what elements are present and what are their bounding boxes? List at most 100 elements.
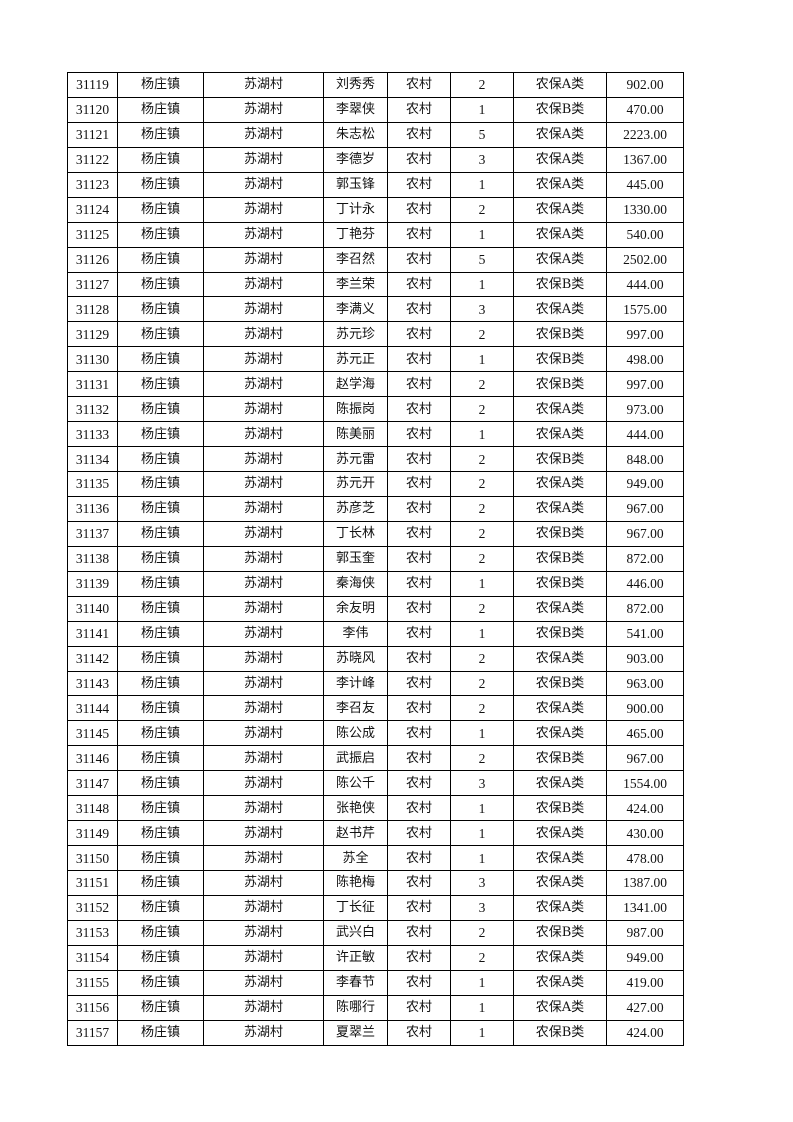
town-cell: 杨庄镇 bbox=[117, 371, 204, 398]
village-cell: 苏湖村 bbox=[203, 221, 324, 248]
amount-cell: 973.00 bbox=[606, 396, 684, 423]
type-cell: 农村 bbox=[387, 969, 451, 996]
category-cell: 农保A类 bbox=[513, 296, 607, 323]
amount-cell: 949.00 bbox=[606, 944, 684, 971]
name-cell: 陈哪行 bbox=[323, 994, 388, 1021]
town-cell: 杨庄镇 bbox=[117, 770, 204, 797]
id-cell: 31149 bbox=[67, 820, 118, 847]
village-cell: 苏湖村 bbox=[203, 919, 324, 946]
category-cell: 农保B类 bbox=[513, 271, 607, 298]
amount-cell: 541.00 bbox=[606, 620, 684, 647]
type-cell: 农村 bbox=[387, 595, 451, 622]
town-cell: 杨庄镇 bbox=[117, 870, 204, 896]
count-cell: 2 bbox=[450, 745, 514, 772]
amount-cell: 967.00 bbox=[606, 520, 684, 547]
village-cell: 苏湖村 bbox=[203, 595, 324, 622]
name-cell: 武振启 bbox=[323, 745, 388, 772]
table-row: 31119 杨庄镇 苏湖村 刘秀秀 农村 2 农保A类 902.00 bbox=[67, 72, 684, 98]
table-row: 31151 杨庄镇 苏湖村 陈艳梅 农村 3 农保A类 1387.00 bbox=[67, 870, 684, 896]
id-cell: 31132 bbox=[67, 396, 118, 423]
count-cell: 2 bbox=[450, 471, 514, 497]
village-cell: 苏湖村 bbox=[203, 670, 324, 697]
town-cell: 杨庄镇 bbox=[117, 446, 204, 472]
name-cell: 李翠侠 bbox=[323, 96, 388, 123]
table-body: 31119 杨庄镇 苏湖村 刘秀秀 农村 2 农保A类 902.00 31120 杨庄镇 苏湖村 李翠… bbox=[67, 72, 684, 1046]
village-cell: 苏湖村 bbox=[203, 720, 324, 747]
type-cell: 农村 bbox=[387, 695, 451, 722]
name-cell: 陈艳梅 bbox=[323, 870, 388, 896]
town-cell: 杨庄镇 bbox=[117, 121, 204, 148]
id-cell: 31143 bbox=[67, 670, 118, 697]
count-cell: 1 bbox=[450, 96, 514, 123]
town-cell: 杨庄镇 bbox=[117, 620, 204, 647]
village-cell: 苏湖村 bbox=[203, 795, 324, 822]
table-row: 31156 杨庄镇 苏湖村 陈哪行 农村 1 农保A类 427.00 bbox=[67, 994, 684, 1021]
category-cell: 农保B类 bbox=[513, 919, 607, 946]
type-cell: 农村 bbox=[387, 545, 451, 572]
id-cell: 31121 bbox=[67, 121, 118, 148]
name-cell: 李伟 bbox=[323, 620, 388, 647]
amount-cell: 465.00 bbox=[606, 720, 684, 747]
table-row: 31143 杨庄镇 苏湖村 李计峰 农村 2 农保B类 963.00 bbox=[67, 670, 684, 697]
count-cell: 1 bbox=[450, 845, 514, 871]
type-cell: 农村 bbox=[387, 246, 451, 273]
village-cell: 苏湖村 bbox=[203, 346, 324, 373]
category-cell: 农保A类 bbox=[513, 645, 607, 672]
id-cell: 31145 bbox=[67, 720, 118, 747]
amount-cell: 478.00 bbox=[606, 845, 684, 871]
amount-cell: 470.00 bbox=[606, 96, 684, 123]
name-cell: 张艳侠 bbox=[323, 795, 388, 822]
type-cell: 农村 bbox=[387, 146, 451, 173]
village-cell: 苏湖村 bbox=[203, 994, 324, 1021]
amount-cell: 903.00 bbox=[606, 645, 684, 672]
village-cell: 苏湖村 bbox=[203, 471, 324, 497]
table-row: 31131 杨庄镇 苏湖村 赵学海 农村 2 农保B类 997.00 bbox=[67, 371, 684, 398]
count-cell: 2 bbox=[450, 321, 514, 348]
village-cell: 苏湖村 bbox=[203, 770, 324, 797]
amount-cell: 444.00 bbox=[606, 421, 684, 448]
count-cell: 2 bbox=[450, 944, 514, 971]
type-cell: 农村 bbox=[387, 820, 451, 847]
type-cell: 农村 bbox=[387, 894, 451, 921]
table-row: 31136 杨庄镇 苏湖村 苏彦芝 农村 2 农保A类 967.00 bbox=[67, 495, 684, 522]
village-cell: 苏湖村 bbox=[203, 421, 324, 448]
amount-cell: 1575.00 bbox=[606, 296, 684, 323]
count-cell: 1 bbox=[450, 221, 514, 248]
table-row: 31127 杨庄镇 苏湖村 李兰荣 农村 1 农保B类 444.00 bbox=[67, 271, 684, 298]
town-cell: 杨庄镇 bbox=[117, 196, 204, 223]
name-cell: 陈公成 bbox=[323, 720, 388, 747]
category-cell: 农保A类 bbox=[513, 595, 607, 622]
category-cell: 农保A类 bbox=[513, 221, 607, 248]
category-cell: 农保A类 bbox=[513, 146, 607, 173]
category-cell: 农保A类 bbox=[513, 196, 607, 223]
amount-cell: 1330.00 bbox=[606, 196, 684, 223]
id-cell: 31138 bbox=[67, 545, 118, 572]
town-cell: 杨庄镇 bbox=[117, 246, 204, 273]
category-cell: 农保B类 bbox=[513, 371, 607, 398]
name-cell: 朱志松 bbox=[323, 121, 388, 148]
amount-cell: 900.00 bbox=[606, 695, 684, 722]
table-row: 31157 杨庄镇 苏湖村 夏翠兰 农村 1 农保B类 424.00 bbox=[67, 1019, 684, 1046]
amount-cell: 424.00 bbox=[606, 795, 684, 822]
amount-cell: 2502.00 bbox=[606, 246, 684, 273]
count-cell: 1 bbox=[450, 720, 514, 747]
town-cell: 杨庄镇 bbox=[117, 894, 204, 921]
count-cell: 2 bbox=[450, 695, 514, 722]
amount-cell: 444.00 bbox=[606, 271, 684, 298]
name-cell: 苏元珍 bbox=[323, 321, 388, 348]
table-row: 31147 杨庄镇 苏湖村 陈公千 农村 3 农保A类 1554.00 bbox=[67, 770, 684, 797]
type-cell: 农村 bbox=[387, 745, 451, 772]
village-cell: 苏湖村 bbox=[203, 645, 324, 672]
category-cell: 农保A类 bbox=[513, 994, 607, 1021]
id-cell: 31152 bbox=[67, 894, 118, 921]
type-cell: 农村 bbox=[387, 720, 451, 747]
category-cell: 农保B类 bbox=[513, 321, 607, 348]
id-cell: 31139 bbox=[67, 570, 118, 597]
amount-cell: 1367.00 bbox=[606, 146, 684, 173]
table-row: 31130 杨庄镇 苏湖村 苏元正 农村 1 农保B类 498.00 bbox=[67, 346, 684, 373]
count-cell: 1 bbox=[450, 969, 514, 996]
name-cell: 秦海侠 bbox=[323, 570, 388, 597]
village-cell: 苏湖村 bbox=[203, 620, 324, 647]
category-cell: 农保A类 bbox=[513, 870, 607, 896]
town-cell: 杨庄镇 bbox=[117, 745, 204, 772]
